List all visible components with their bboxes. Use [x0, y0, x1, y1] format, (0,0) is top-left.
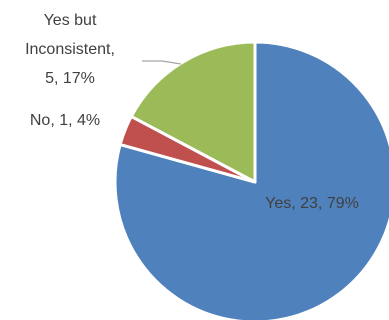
- data-label-no: No, 1, 4%: [30, 112, 100, 129]
- data-label-inconsistent-line2: Inconsistent,: [25, 41, 115, 58]
- pie-slice-yes-but-inconsistent: [129, 40, 257, 184]
- data-label-inconsistent-line1: Yes but: [44, 12, 97, 29]
- pie-slices: [113, 40, 389, 320]
- pie-slice-yes: [113, 40, 389, 320]
- data-label-inconsistent-line3: 5, 17%: [45, 70, 95, 87]
- data-label-yes: Yes, 23, 79%: [265, 195, 359, 212]
- leader-line-inconsistent: [142, 60, 182, 65]
